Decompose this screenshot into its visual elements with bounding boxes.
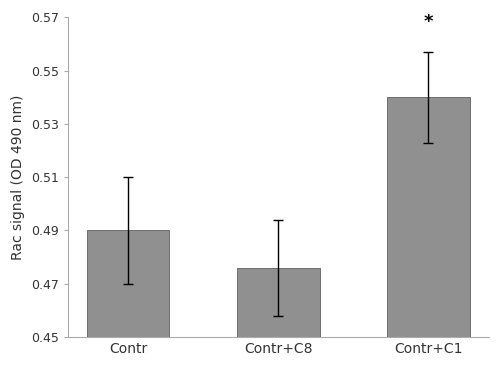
Text: *: * [424, 12, 433, 31]
Bar [387, 97, 469, 337]
Y-axis label: Rac signal (OD 490 nm): Rac signal (OD 490 nm) [11, 94, 25, 260]
Bar [87, 230, 170, 337]
Bar [237, 268, 320, 337]
